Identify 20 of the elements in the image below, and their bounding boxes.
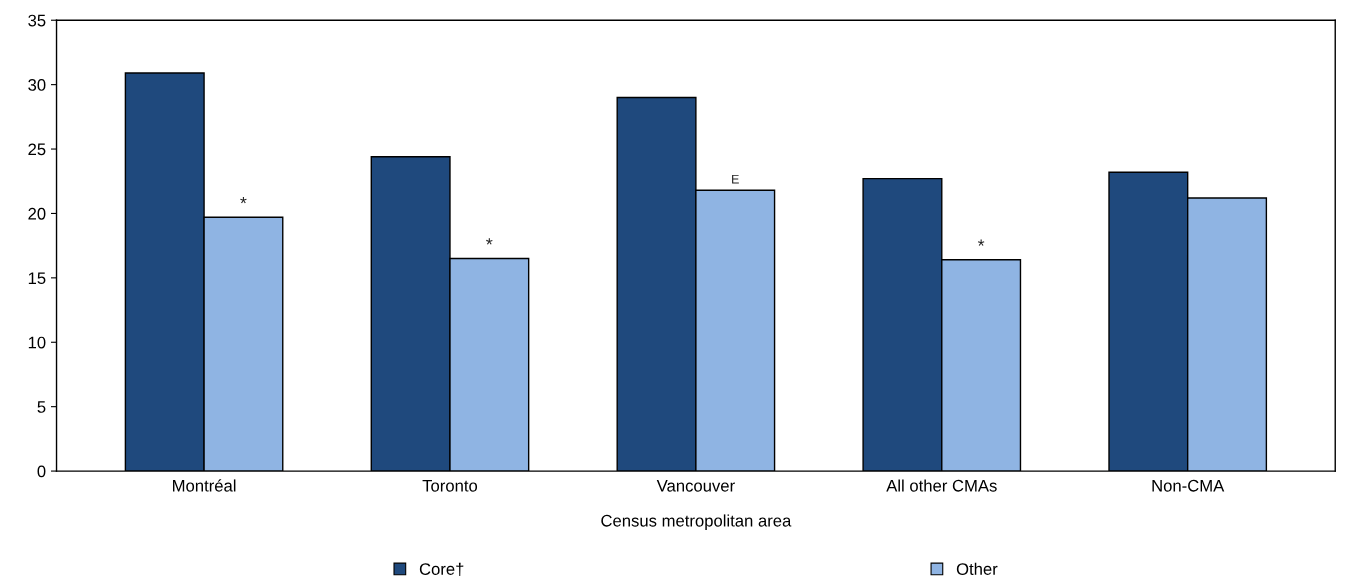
annotation: * bbox=[240, 196, 247, 204]
annotation: * bbox=[977, 239, 985, 246]
x-tick-label: Vancouver bbox=[656, 480, 735, 492]
legend-label: Core† bbox=[419, 562, 464, 576]
x-tick-label: Toronto bbox=[422, 480, 478, 492]
y-tick-label: 35 bbox=[28, 14, 46, 27]
y-tick-label: 25 bbox=[28, 143, 46, 156]
annotation: * bbox=[486, 238, 493, 245]
y-tick-label: 15 bbox=[28, 272, 46, 285]
y-tick-label: 0 bbox=[37, 465, 46, 478]
y-tick-label: 10 bbox=[28, 336, 46, 349]
y-tick-label: 5 bbox=[37, 401, 46, 413]
x-tick-label: Non-CMA bbox=[1152, 479, 1225, 492]
annotation: E bbox=[732, 174, 739, 184]
y-tick-label: 20 bbox=[28, 207, 46, 220]
x-axis-title: Census metropolitan area bbox=[601, 514, 792, 530]
x-tick-label: Montréal bbox=[173, 479, 236, 492]
y-tick-label: 30 bbox=[28, 79, 46, 91]
legend-label: Other bbox=[956, 562, 998, 575]
x-tick-label: All other CMAs bbox=[886, 479, 997, 492]
